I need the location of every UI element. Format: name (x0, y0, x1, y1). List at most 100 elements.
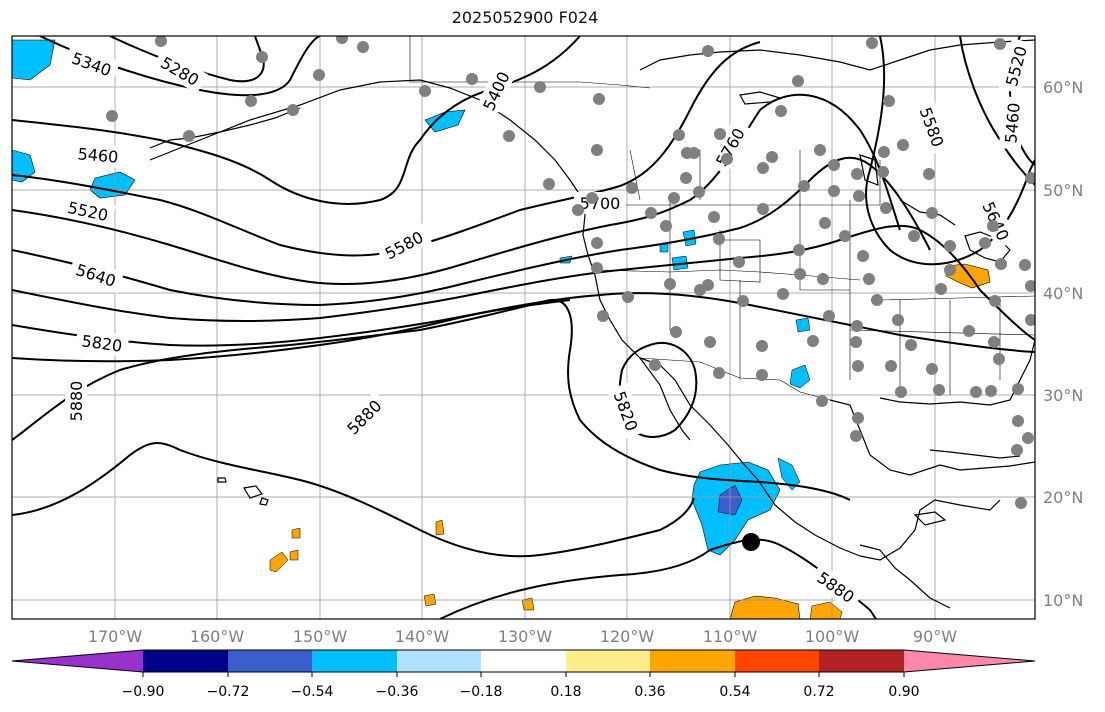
station-marker (793, 244, 805, 256)
station-marker (597, 310, 609, 322)
station-marker (905, 339, 917, 351)
lon-label: 170°W (88, 627, 143, 646)
station-markers (106, 36, 1035, 509)
station-marker (933, 384, 945, 396)
contour-label: 5700 (580, 194, 621, 213)
station-marker (963, 325, 975, 337)
station-marker (714, 128, 726, 140)
lat-label: 50°N (1043, 181, 1083, 200)
station-marker (626, 182, 638, 194)
station-marker (256, 51, 268, 63)
station-marker (1015, 497, 1027, 509)
station-marker (673, 129, 685, 141)
station-marker (534, 81, 546, 93)
station-marker (775, 105, 787, 117)
station-marker (721, 153, 733, 165)
lon-label: 100°W (805, 627, 860, 646)
station-marker (708, 211, 720, 223)
station-marker (819, 217, 831, 229)
station-marker (183, 130, 195, 142)
station-marker (287, 104, 299, 116)
station-marker (1011, 444, 1023, 456)
station-marker (649, 359, 661, 371)
station-marker (766, 151, 778, 163)
lat-label: 60°N (1043, 78, 1083, 97)
station-marker (155, 36, 167, 47)
station-marker (756, 369, 768, 381)
lon-label: 130°W (498, 627, 553, 646)
lat-label: 30°N (1043, 386, 1083, 405)
station-marker (850, 430, 862, 442)
station-marker (622, 291, 634, 303)
station-marker (704, 336, 716, 348)
station-marker (897, 139, 909, 151)
station-marker (863, 273, 875, 285)
station-marker (693, 186, 705, 198)
station-marker (814, 144, 826, 156)
station-marker (660, 220, 672, 232)
station-marker (851, 320, 863, 332)
station-marker (713, 367, 725, 379)
station-marker (880, 202, 892, 214)
station-marker (866, 37, 878, 49)
station-marker (702, 279, 714, 291)
station-marker (1012, 383, 1024, 395)
station-marker (756, 340, 768, 352)
station-marker (668, 192, 680, 204)
station-marker (892, 314, 904, 326)
station-marker (871, 294, 883, 306)
map-title: 2025052900 F024 (451, 8, 599, 27)
station-marker (777, 288, 789, 300)
station-marker (851, 168, 863, 180)
station-marker (993, 353, 1005, 365)
station-marker (979, 237, 991, 249)
station-marker (970, 386, 982, 398)
lon-label: 90°W (913, 627, 957, 646)
station-marker (857, 250, 869, 262)
station-marker (828, 185, 840, 197)
station-marker (895, 386, 907, 398)
shaded-anomaly-areas (12, 39, 991, 619)
station-marker (680, 172, 692, 184)
station-marker (357, 41, 369, 53)
station-marker (419, 85, 431, 97)
storm-center-marker (742, 533, 760, 551)
station-marker (944, 264, 956, 276)
station-marker (926, 363, 938, 375)
station-marker (988, 336, 1000, 348)
station-marker (839, 230, 851, 242)
station-marker (798, 180, 810, 192)
station-marker (994, 38, 1006, 50)
station-marker (737, 295, 749, 307)
station-marker (593, 93, 605, 105)
station-marker (688, 147, 700, 159)
station-marker (591, 262, 603, 274)
station-marker (794, 268, 806, 280)
station-marker (591, 144, 603, 156)
lon-label: 150°W (293, 627, 348, 646)
station-marker (572, 204, 584, 216)
station-marker (757, 162, 769, 174)
station-marker (877, 166, 889, 178)
political-borders (409, 36, 1035, 401)
station-marker (853, 190, 865, 202)
station-marker (817, 273, 829, 285)
station-marker (645, 207, 657, 219)
station-marker (245, 95, 257, 107)
station-marker (1022, 432, 1034, 444)
station-marker (807, 335, 819, 347)
station-marker (828, 159, 840, 171)
station-marker (926, 207, 938, 219)
lon-label: 160°W (190, 627, 245, 646)
station-marker (850, 336, 862, 348)
station-marker (733, 256, 745, 268)
lon-label: 110°W (703, 627, 758, 646)
station-marker (591, 237, 603, 249)
station-marker (336, 36, 348, 44)
station-marker (313, 69, 325, 81)
station-marker (702, 45, 714, 57)
station-marker (944, 240, 956, 252)
lat-label: 40°N (1043, 284, 1083, 303)
station-marker (883, 95, 895, 107)
